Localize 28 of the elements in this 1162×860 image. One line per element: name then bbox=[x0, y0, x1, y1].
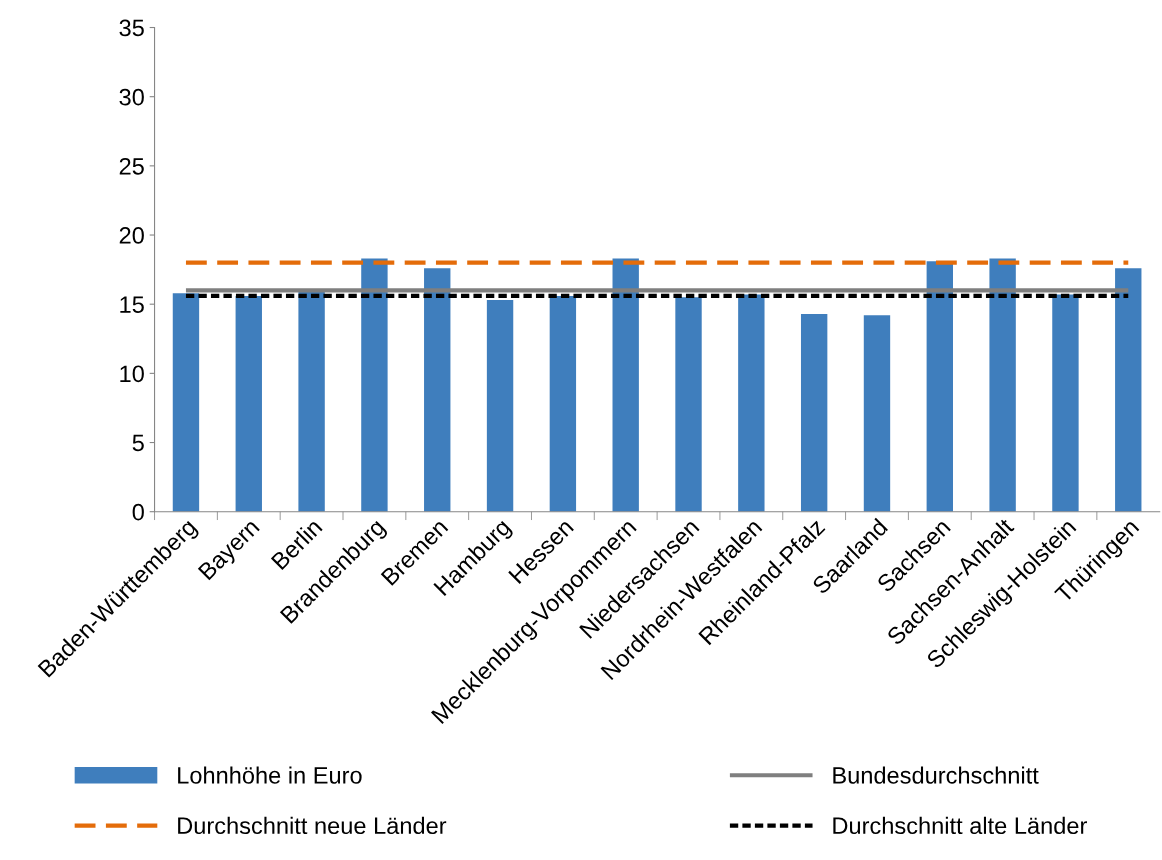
bar bbox=[172, 293, 200, 512]
bar bbox=[1052, 294, 1079, 512]
bar bbox=[235, 295, 262, 512]
bar bbox=[926, 261, 953, 512]
bar bbox=[298, 290, 325, 512]
bar bbox=[424, 268, 451, 512]
legend-label: Durchschnitt neue Länder bbox=[178, 816, 447, 835]
bar bbox=[361, 258, 388, 512]
y-tick-label: 30 bbox=[119, 88, 144, 106]
bar bbox=[800, 313, 828, 512]
bar bbox=[863, 315, 891, 512]
y-tick-label: 0 bbox=[132, 503, 144, 521]
legend-label: Bundesdurchschnitt bbox=[833, 766, 1039, 784]
legend-label: Durchschnitt alte Länder bbox=[833, 816, 1087, 835]
bar bbox=[989, 258, 1016, 512]
y-tick-label: 10 bbox=[120, 365, 144, 383]
bar bbox=[738, 294, 765, 512]
bar bbox=[549, 295, 577, 512]
y-tick-label: 35 bbox=[119, 19, 144, 37]
legend-label: Lohnhöhe in Euro bbox=[178, 766, 362, 784]
y-tick-label: 20 bbox=[119, 227, 144, 244]
y-tick-label: 15 bbox=[120, 296, 144, 313]
bar bbox=[486, 300, 514, 512]
y-tick-label: 25 bbox=[119, 157, 144, 175]
bar bbox=[675, 297, 702, 512]
bar bbox=[1115, 268, 1142, 512]
y-tick-label: 5 bbox=[132, 434, 144, 452]
bar bbox=[612, 258, 639, 512]
